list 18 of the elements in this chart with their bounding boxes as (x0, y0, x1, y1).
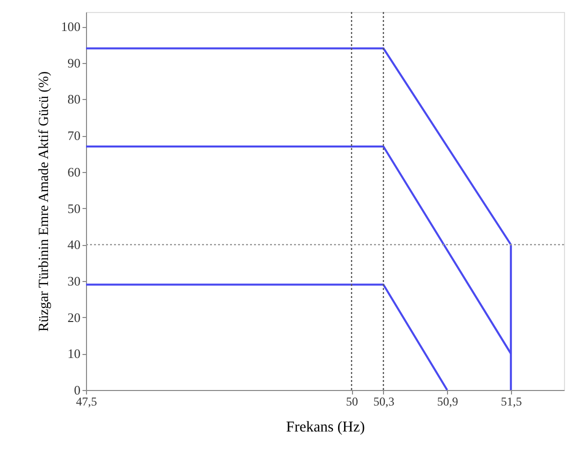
x-tick-label: 50 (346, 394, 358, 408)
x-axis-title: Frekans (Hz) (286, 420, 365, 436)
x-tick-label: 51,5 (500, 394, 522, 408)
y-tick-label: 80 (68, 92, 80, 107)
y-tick-label: 20 (68, 310, 80, 325)
y-tick-label: 90 (68, 55, 80, 70)
x-tick-label: 47,5 (76, 394, 97, 408)
x-tick-label: 50,9 (437, 394, 458, 408)
x-tick-label: 50,3 (373, 394, 394, 408)
y-tick-label: 0 (74, 382, 80, 398)
y-tick-label: 70 (68, 128, 80, 144)
y-tick-label: 40 (68, 237, 80, 252)
y-tick-label: 60 (68, 164, 80, 180)
y-tick-label: 50 (68, 200, 80, 216)
y-tick-label: 100 (61, 19, 80, 34)
y-axis-title: Rüzgar Türbinin Emre Amade Aktif Gücü (%) (37, 71, 52, 332)
y-tick-label: 30 (68, 273, 80, 288)
y-tick-label: 10 (68, 346, 80, 362)
